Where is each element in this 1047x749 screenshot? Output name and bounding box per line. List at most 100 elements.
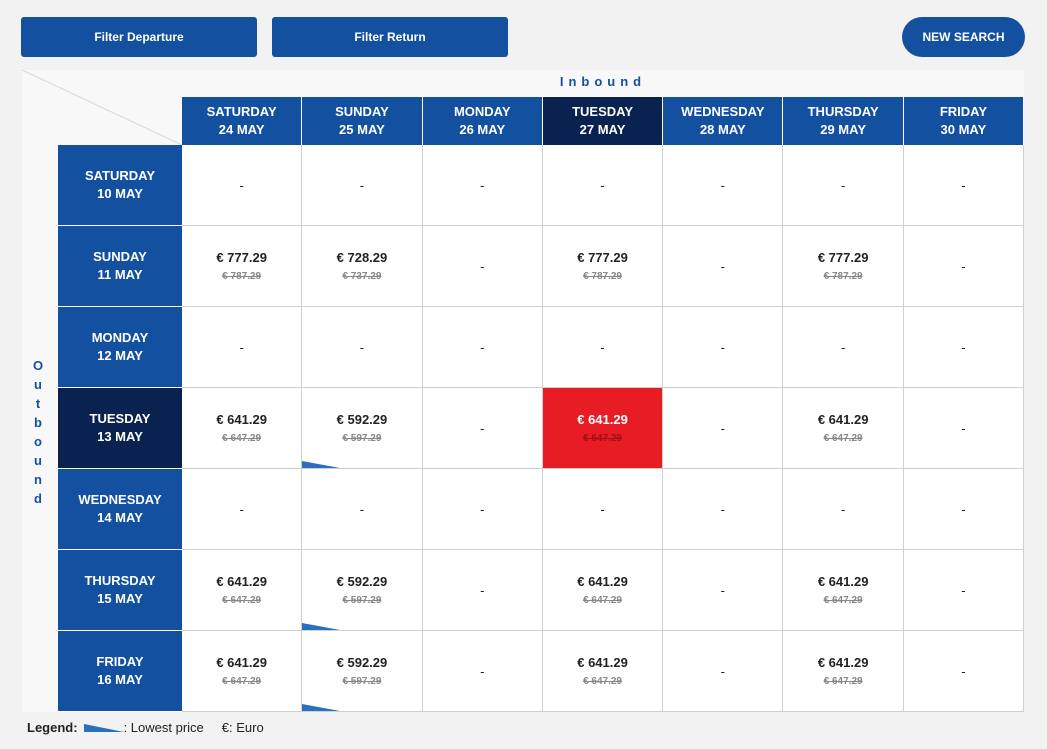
price-cell[interactable]: -	[182, 145, 303, 226]
price-cell[interactable]: -	[422, 388, 543, 469]
row-header-tuesday[interactable]: TUESDAY 13 MAY	[58, 388, 182, 469]
filter-return-button[interactable]: Filter Return	[272, 17, 508, 57]
legend-euro: €: Euro	[221, 720, 264, 735]
price-cell[interactable]: -	[903, 307, 1025, 388]
price-cell[interactable]: -	[542, 145, 664, 226]
row-day: THURSDAY	[84, 573, 156, 588]
price-value: € 641.29	[216, 412, 267, 427]
column-date: 24 MAY	[218, 122, 265, 137]
price-cell[interactable]: -	[422, 469, 543, 550]
row-header-monday[interactable]: MONDAY 12 MAY	[58, 307, 182, 388]
price-cell[interactable]: -	[903, 550, 1025, 631]
price-cell[interactable]: € 641.29 € 647.29	[542, 388, 664, 469]
price-cell[interactable]: -	[302, 469, 423, 550]
filter-departure-button[interactable]: Filter Departure	[21, 17, 257, 57]
original-price: € 787.29	[583, 271, 622, 282]
price-cell[interactable]: -	[663, 226, 784, 307]
empty-price: -	[961, 420, 966, 436]
price-cell[interactable]: -	[663, 388, 784, 469]
price-cell[interactable]: € 641.29 € 647.29	[182, 550, 303, 631]
row-date: 15 MAY	[97, 591, 143, 606]
price-cell[interactable]: -	[663, 550, 784, 631]
empty-price: -	[600, 501, 605, 517]
row-day: TUESDAY	[89, 411, 151, 426]
price-cell[interactable]: -	[422, 631, 543, 712]
price-cell[interactable]: € 641.29 € 647.29	[783, 550, 904, 631]
price-cell[interactable]: -	[542, 469, 664, 550]
price-cell[interactable]: -	[422, 145, 543, 226]
price-cell[interactable]: -	[663, 145, 784, 226]
price-cell[interactable]: € 641.29 € 647.29	[542, 550, 664, 631]
price-value: € 592.29	[336, 655, 388, 670]
original-price: € 647.29	[583, 433, 622, 444]
price-cell[interactable]: -	[783, 469, 904, 550]
original-price: € 597.29	[342, 595, 382, 606]
original-price: € 647.29	[222, 433, 262, 444]
empty-price: -	[961, 501, 966, 517]
empty-price: -	[720, 663, 725, 679]
price-cell[interactable]: € 641.29 € 647.29	[783, 631, 904, 712]
price-cell[interactable]: -	[663, 631, 784, 712]
price-cell[interactable]: -	[182, 307, 303, 388]
column-day: SUNDAY	[335, 104, 389, 119]
row-header-saturday[interactable]: SATURDAY 10 MAY	[58, 145, 182, 226]
price-cell[interactable]: € 641.29 € 647.29	[182, 631, 303, 712]
price-cell[interactable]: -	[903, 631, 1025, 712]
price-cell[interactable]: € 592.29 € 597.29	[302, 631, 423, 712]
price-cell[interactable]: € 641.29 € 647.29	[182, 388, 303, 469]
column-header-friday[interactable]: FRIDAY 30 MAY	[903, 97, 1025, 145]
column-header-wednesday[interactable]: WEDNESDAY 28 MAY	[663, 97, 784, 145]
price-cell[interactable]: -	[542, 307, 664, 388]
column-header-tuesday[interactable]: TUESDAY 27 MAY	[542, 97, 664, 145]
price-cell[interactable]: -	[302, 145, 423, 226]
column-header-saturday[interactable]: SATURDAY 24 MAY	[182, 97, 303, 145]
price-cell[interactable]: -	[903, 469, 1025, 550]
price-value: € 641.29	[577, 655, 628, 670]
row-day: WEDNESDAY	[78, 492, 162, 507]
column-date: 30 MAY	[940, 122, 987, 137]
column-header-thursday[interactable]: THURSDAY 29 MAY	[783, 97, 904, 145]
price-cell[interactable]: -	[903, 226, 1025, 307]
price-cell[interactable]: € 592.29 € 597.29	[302, 388, 423, 469]
new-search-button[interactable]: NEW SEARCH	[902, 17, 1025, 57]
price-cell[interactable]: -	[422, 550, 543, 631]
column-day: TUESDAY	[572, 104, 633, 119]
empty-price: -	[961, 663, 966, 679]
empty-price: -	[840, 501, 846, 517]
legend: Legend: : Lowest price €: Euro	[27, 720, 264, 735]
price-cell[interactable]: -	[903, 388, 1025, 469]
row-header-thursday[interactable]: THURSDAY 15 MAY	[58, 550, 182, 631]
column-header-monday[interactable]: MONDAY 26 MAY	[422, 97, 543, 145]
row-header-friday[interactable]: FRIDAY 16 MAY	[58, 631, 182, 712]
column-header-sunday[interactable]: SUNDAY 25 MAY	[302, 97, 423, 145]
original-price: € 647.29	[823, 595, 863, 606]
price-value: € 592.29	[336, 412, 388, 427]
empty-price: -	[480, 258, 485, 274]
original-price: € 647.29	[222, 595, 262, 606]
price-cell[interactable]: € 777.29 € 787.29	[542, 226, 664, 307]
empty-price: -	[961, 177, 966, 193]
price-cell[interactable]: € 592.29 € 597.29	[302, 550, 423, 631]
price-cell[interactable]: € 641.29 € 647.29	[542, 631, 664, 712]
empty-price: -	[480, 420, 485, 436]
price-cell[interactable]: -	[302, 307, 423, 388]
row-date: 14 MAY	[97, 510, 143, 525]
column-date: 29 MAY	[820, 122, 867, 137]
price-cell[interactable]: € 728.29 € 737.29	[302, 226, 423, 307]
price-cell[interactable]: € 777.29 € 787.29	[783, 226, 904, 307]
price-cell[interactable]: -	[182, 469, 303, 550]
row-header-sunday[interactable]: SUNDAY 11 MAY	[58, 226, 182, 307]
price-cell[interactable]: -	[422, 226, 543, 307]
row-date: 11 MAY	[97, 267, 143, 282]
empty-price: -	[239, 501, 244, 517]
price-cell[interactable]: -	[422, 307, 543, 388]
price-cell[interactable]: -	[783, 145, 904, 226]
price-cell[interactable]: -	[663, 307, 784, 388]
price-cell[interactable]: € 641.29 € 647.29	[783, 388, 904, 469]
price-cell[interactable]: -	[663, 469, 784, 550]
row-header-wednesday[interactable]: WEDNESDAY 14 MAY	[58, 469, 182, 550]
price-cell[interactable]: -	[903, 145, 1025, 226]
price-cell[interactable]: € 777.29 € 787.29	[182, 226, 303, 307]
empty-price: -	[239, 177, 244, 193]
price-cell[interactable]: -	[783, 307, 904, 388]
